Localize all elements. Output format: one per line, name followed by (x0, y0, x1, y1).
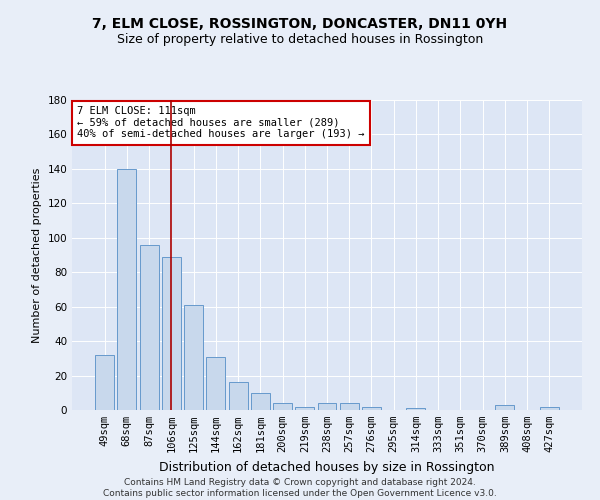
Text: Contains HM Land Registry data © Crown copyright and database right 2024.
Contai: Contains HM Land Registry data © Crown c… (103, 478, 497, 498)
Bar (540, 406, 559, 410)
Bar (273, 403, 292, 410)
Bar (229, 382, 248, 410)
Y-axis label: Number of detached properties: Number of detached properties (32, 168, 42, 342)
Text: Size of property relative to detached houses in Rossington: Size of property relative to detached ho… (117, 32, 483, 46)
Bar (118, 169, 136, 410)
Bar (496, 405, 514, 410)
Bar (95, 355, 114, 410)
Text: 7, ELM CLOSE, ROSSINGTON, DONCASTER, DN11 0YH: 7, ELM CLOSE, ROSSINGTON, DONCASTER, DN1… (92, 18, 508, 32)
Bar (340, 403, 359, 410)
Bar (206, 356, 225, 410)
Bar (295, 406, 314, 410)
X-axis label: Distribution of detached houses by size in Rossington: Distribution of detached houses by size … (159, 460, 495, 473)
Bar (251, 393, 270, 410)
Bar (140, 244, 158, 410)
Text: 7 ELM CLOSE: 111sqm
← 59% of detached houses are smaller (289)
40% of semi-detac: 7 ELM CLOSE: 111sqm ← 59% of detached ho… (77, 106, 365, 140)
Bar (162, 256, 181, 410)
Bar (362, 406, 381, 410)
Bar (406, 408, 425, 410)
Bar (317, 403, 337, 410)
Bar (184, 305, 203, 410)
